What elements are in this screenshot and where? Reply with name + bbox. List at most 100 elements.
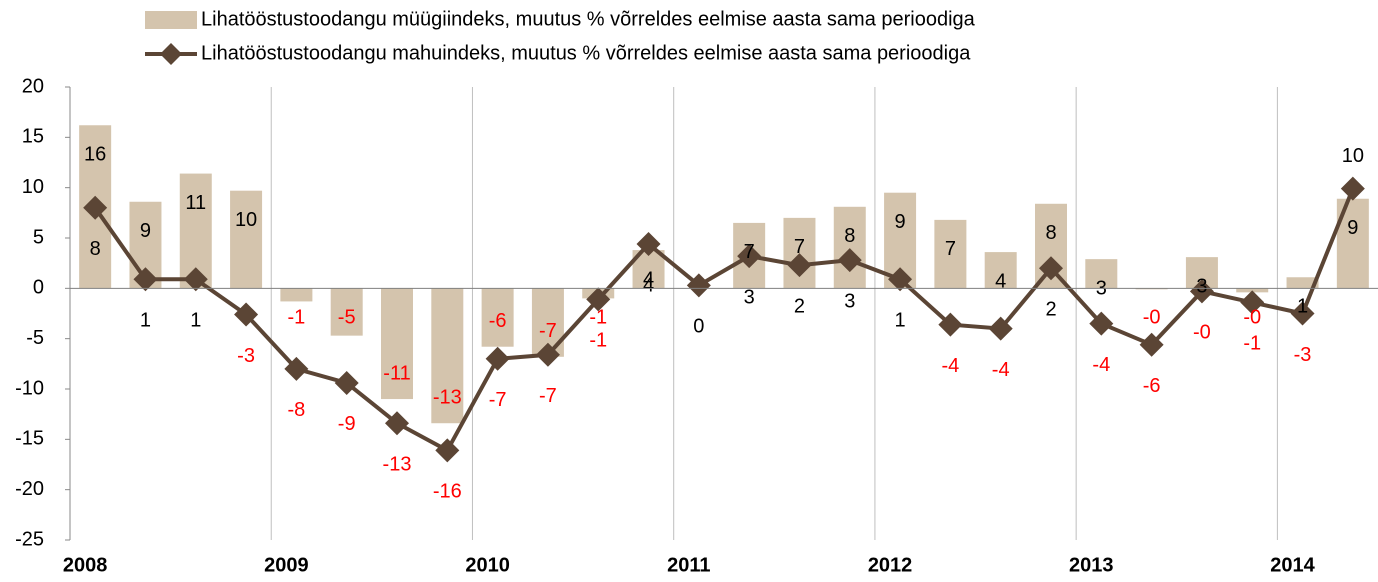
marker: [837, 248, 862, 273]
x-tick-label: 2014: [1270, 554, 1315, 576]
data-label: 3: [1196, 275, 1207, 297]
line: [93, 187, 1355, 454]
data-label: 10: [1342, 145, 1364, 167]
bar: [431, 288, 464, 424]
data-label: -0: [1193, 322, 1211, 344]
legend-marker: [160, 43, 182, 65]
marker: [1139, 332, 1164, 357]
data-label: 7: [945, 238, 956, 260]
data-label: 2: [1045, 298, 1056, 320]
bar: [1135, 288, 1168, 290]
data-label: -8: [287, 399, 305, 421]
marker: [83, 195, 108, 220]
data-label: 3: [744, 286, 755, 308]
data-label: 7: [744, 241, 755, 263]
marker: [284, 356, 309, 381]
bar: [330, 288, 363, 336]
data-label: -16: [433, 481, 462, 503]
data-label: 4: [643, 268, 654, 290]
data-label: -13: [433, 387, 462, 409]
marker: [1340, 176, 1365, 201]
marker: [888, 267, 913, 292]
data-label: 3: [844, 290, 855, 312]
bar: [1286, 277, 1319, 289]
marker: [385, 411, 409, 436]
data-label: 7: [794, 236, 805, 258]
marker: [485, 346, 510, 371]
bar: [280, 288, 313, 302]
data-label: -9: [338, 413, 356, 435]
data-label: -1: [1243, 333, 1261, 355]
data-label: -1: [589, 307, 607, 329]
legend-label: Lihatööstustoodangu müügiindeks, muutus …: [201, 8, 976, 30]
bar: [481, 288, 514, 347]
marker: [535, 342, 560, 367]
data-label: 9: [140, 220, 151, 242]
marker: [1039, 256, 1063, 281]
data-label: 1: [1297, 296, 1308, 318]
marker: [1240, 290, 1265, 315]
data-label: -6: [489, 310, 507, 332]
bar: [230, 190, 263, 289]
data-label: 1: [140, 310, 151, 332]
bar: [1236, 288, 1269, 293]
bar: [833, 206, 866, 289]
data-label: -7: [539, 320, 557, 342]
data-label: 8: [844, 225, 855, 247]
y-tick-label: -10: [15, 377, 44, 399]
data-label: -5: [338, 307, 356, 329]
marker: [737, 244, 762, 269]
data-label: -0: [1243, 307, 1261, 329]
marker: [586, 287, 611, 312]
data-label: 1: [190, 310, 201, 332]
data-label: -13: [383, 454, 412, 476]
data-label: 10: [235, 209, 257, 231]
marker: [938, 312, 963, 337]
data-label: 8: [1045, 222, 1056, 244]
marker: [1189, 279, 1214, 304]
bar: [1085, 259, 1118, 289]
data-label: -3: [237, 345, 255, 367]
bar: [381, 288, 413, 400]
x-tick-label: 2009: [264, 554, 309, 576]
data-label: 2: [794, 295, 805, 317]
marker: [787, 253, 812, 278]
x-tick-label: 2008: [63, 554, 108, 576]
legend-label: Lihatööstustoodangu mahuindeks, muutus %…: [201, 42, 971, 64]
x-tick-label: 2011: [667, 554, 710, 576]
data-label: 9: [1347, 217, 1358, 239]
data-label: -4: [992, 359, 1010, 381]
data-label: 4: [995, 270, 1006, 292]
y-tick-label: 5: [33, 226, 44, 248]
y-tick-label: 20: [22, 75, 44, 97]
bar: [984, 252, 1017, 289]
data-label: -3: [1294, 344, 1312, 366]
marker: [133, 267, 158, 292]
y-tick-label: 0: [33, 277, 44, 299]
data-label: 4: [643, 274, 654, 296]
data-label: 8: [90, 238, 101, 260]
y-tick-label: -5: [26, 327, 44, 349]
y-tick-label: -25: [15, 528, 44, 550]
marker: [234, 302, 259, 327]
data-label: 9: [895, 211, 906, 233]
marker: [636, 232, 661, 257]
data-label: -11: [383, 362, 410, 384]
data-label: -7: [489, 389, 507, 411]
data-label: -4: [941, 355, 959, 377]
marker: [334, 370, 359, 395]
marker: [988, 316, 1013, 341]
data-label: 11: [185, 192, 206, 214]
marker: [1089, 311, 1114, 336]
data-label: -7: [539, 385, 557, 407]
x-tick-label: 2013: [1069, 554, 1114, 576]
data-label: 0: [693, 316, 704, 338]
y-tick-label: -15: [15, 428, 44, 450]
legend-swatch: [145, 11, 197, 29]
data-label: -0: [1143, 307, 1161, 329]
y-tick-label: 15: [22, 126, 44, 148]
x-tick-label: 2012: [868, 554, 913, 576]
bar: [934, 219, 967, 289]
marker: [686, 273, 711, 298]
